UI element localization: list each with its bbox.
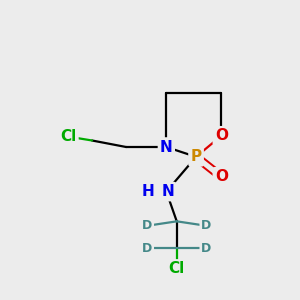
Text: O: O <box>215 169 228 184</box>
Text: O: O <box>215 128 228 143</box>
Text: Cl: Cl <box>169 261 185 276</box>
Text: H: H <box>142 184 154 199</box>
Text: N: N <box>161 184 174 199</box>
Text: D: D <box>201 219 212 232</box>
Text: D: D <box>142 242 152 255</box>
Text: P: P <box>190 149 202 164</box>
Text: D: D <box>201 242 212 255</box>
Text: Cl: Cl <box>60 129 76 144</box>
Text: N: N <box>160 140 173 154</box>
Text: D: D <box>142 219 152 232</box>
